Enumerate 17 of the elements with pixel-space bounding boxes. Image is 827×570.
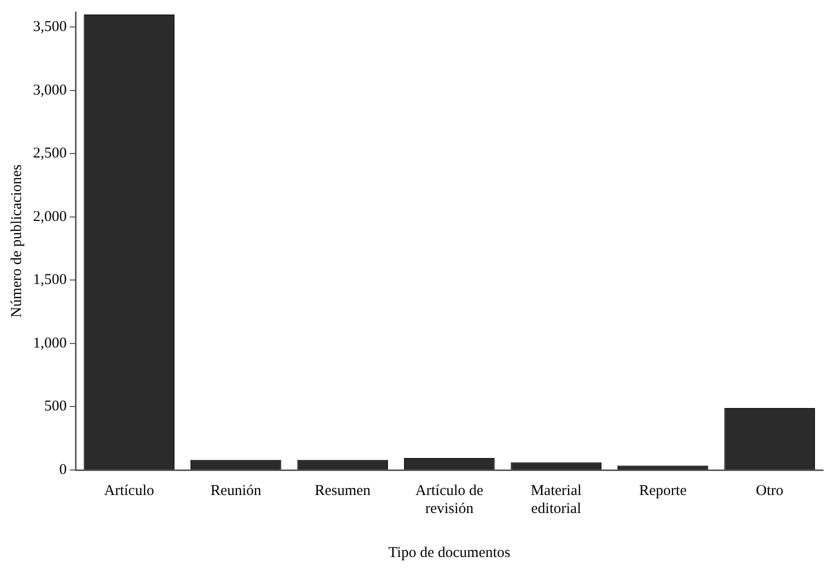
y-tick-label: 3,000 [33,82,67,98]
y-tick-label: 3,500 [33,19,67,36]
y-tick-label: 2,000 [33,208,67,225]
y-axis-title: Número de publicaciones [8,164,25,318]
y-tick-label: 2,500 [33,146,67,162]
x-tick-label: Material editorial [530,482,582,517]
x-tick-label: Resumen [314,482,372,499]
y-tick-label: 1,500 [33,272,67,288]
x-axis-title: Tipo de documentos [388,544,511,561]
x-tick-label: Reunión [210,482,262,499]
x-tick-label: Otro [756,482,784,499]
y-tick-label: 1,000 [33,335,67,352]
x-tick-label: Reporte [639,482,687,499]
x-tick-label: Artículo de revisión [415,482,484,517]
y-tick-label: 500 [44,398,67,415]
y-tick-label: 0 [59,462,67,478]
x-tick-label: Artículo [104,482,154,499]
